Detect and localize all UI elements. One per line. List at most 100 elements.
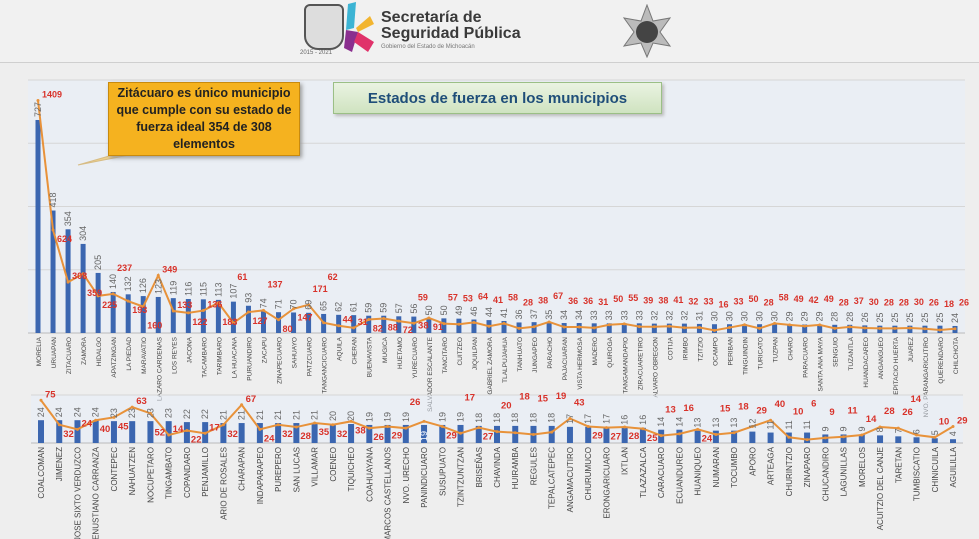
category-label: TUZPAN: [773, 337, 780, 363]
bar-value-label: 34: [559, 310, 569, 320]
bar-value-label: 18: [474, 413, 484, 423]
bar: [712, 430, 719, 443]
bar-value-label: 13: [729, 418, 739, 428]
bar: [336, 314, 342, 333]
category-label: HIDALGO: [96, 337, 103, 366]
bar: [456, 318, 462, 333]
ideal-value-label: 22: [191, 434, 202, 445]
ideal-line: [37, 100, 956, 332]
bar-value-label: 33: [589, 310, 599, 320]
category-label: URUAPAN: [51, 337, 58, 369]
category-label: VISTA HERMOSA: [577, 336, 584, 389]
category-label: LA PIEDAD: [126, 337, 133, 371]
bar-value-label: 46: [469, 307, 479, 317]
ideal-point: [477, 426, 481, 430]
bar-value-label: 18: [492, 413, 502, 423]
ideal-value-label: 17: [209, 422, 220, 433]
ideal-point: [36, 99, 40, 103]
bar-value-label: 23: [109, 408, 119, 418]
ideal-value-label: 36: [568, 296, 578, 306]
ideal-value-label: 28: [764, 297, 774, 307]
ideal-value-label: 53: [463, 293, 473, 303]
category-label: JUAREZ: [908, 337, 915, 362]
category-label: PENJAMILLO: [201, 447, 210, 497]
bar-value-label: 62: [334, 302, 344, 312]
bar: [311, 423, 318, 443]
bar: [913, 437, 920, 443]
bar-value-label: 44: [484, 307, 494, 317]
bar: [817, 324, 823, 333]
bar: [366, 315, 372, 333]
ideal-point: [322, 321, 326, 325]
ideal-value-label: 50: [749, 294, 759, 304]
ideal-value-label: 40: [100, 424, 111, 435]
ideal-value-label: 88: [388, 322, 398, 332]
ideal-point: [818, 323, 822, 327]
ideal-value-label: 28: [839, 297, 849, 307]
ideal-point: [517, 326, 521, 330]
ideal-value-label: 308: [72, 271, 87, 281]
bar-value-label: 107: [228, 284, 238, 299]
bar: [439, 424, 446, 443]
category-label: VENUSTIANO CARRANZA: [92, 446, 101, 539]
ideal-point: [75, 427, 79, 431]
ideal-point: [788, 323, 792, 327]
bar: [329, 424, 336, 443]
ideal-value-label: 19: [556, 391, 567, 402]
bar-value-label: 113: [213, 283, 223, 297]
ideal-value-label: 59: [418, 292, 428, 302]
category-label: MORELIA: [36, 336, 43, 366]
bar: [185, 299, 191, 333]
ideal-point: [933, 435, 937, 439]
ideal-point: [577, 325, 581, 329]
ideal-value-label: 57: [448, 293, 458, 303]
ideal-point: [156, 273, 160, 277]
category-label: GABRIEL ZAMORA: [487, 336, 494, 394]
ideal-point: [562, 325, 566, 329]
category-label: HUIRAMBA: [511, 446, 520, 489]
category-label: AGUILILLA: [949, 446, 958, 487]
bar-value-label: 49: [454, 306, 464, 316]
bar-value-label: 18: [510, 413, 520, 423]
bar: [245, 305, 251, 333]
bar-value-label: 23: [145, 408, 155, 418]
ideal-point: [216, 301, 220, 305]
bar: [651, 323, 657, 333]
seal-years: 2015 - 2021: [300, 50, 333, 56]
bar-value-label: 21: [310, 410, 320, 420]
category-label: ZITACUARO: [66, 337, 73, 374]
ideal-point: [842, 435, 846, 439]
bar-value-label: 13: [693, 418, 703, 428]
category-label: QUIROGA: [607, 336, 614, 367]
bar: [742, 324, 748, 333]
category-label: CHERAN: [352, 337, 359, 365]
ideal-value-label: 67: [246, 394, 257, 405]
ideal-value-label: 18: [944, 299, 954, 309]
ideal-value-label: 10: [793, 406, 804, 417]
bar-value-label: 22: [182, 409, 192, 419]
ideal-point: [714, 432, 718, 436]
ideal-value-label: 42: [809, 295, 819, 305]
category-label: PARACHO: [547, 337, 554, 369]
bar-value-label: 205: [93, 255, 103, 270]
ideal-point: [112, 415, 116, 419]
ideal-value-label: 20: [501, 401, 512, 412]
ideal-value-label: 14: [866, 414, 877, 425]
bar-value-label: 25: [890, 313, 900, 323]
ideal-value-label: 82: [373, 323, 383, 333]
ideal-point: [51, 228, 55, 232]
ideal-point: [427, 316, 431, 320]
ideal-point: [773, 321, 777, 325]
ideal-value-label: 58: [779, 292, 789, 302]
bar-value-label: 418: [48, 192, 58, 207]
bar: [512, 425, 519, 443]
ideal-value-label: 29: [957, 415, 968, 426]
ideal-point: [833, 326, 837, 330]
ideal-point: [915, 433, 919, 437]
bar-value-label: 132: [123, 276, 133, 291]
category-label: LOS REYES: [171, 336, 178, 374]
category-label: PAJACUARAN: [562, 337, 569, 381]
ideal-point: [805, 438, 809, 442]
bar: [129, 421, 136, 443]
category-label: CHILCHOTA: [953, 336, 960, 374]
